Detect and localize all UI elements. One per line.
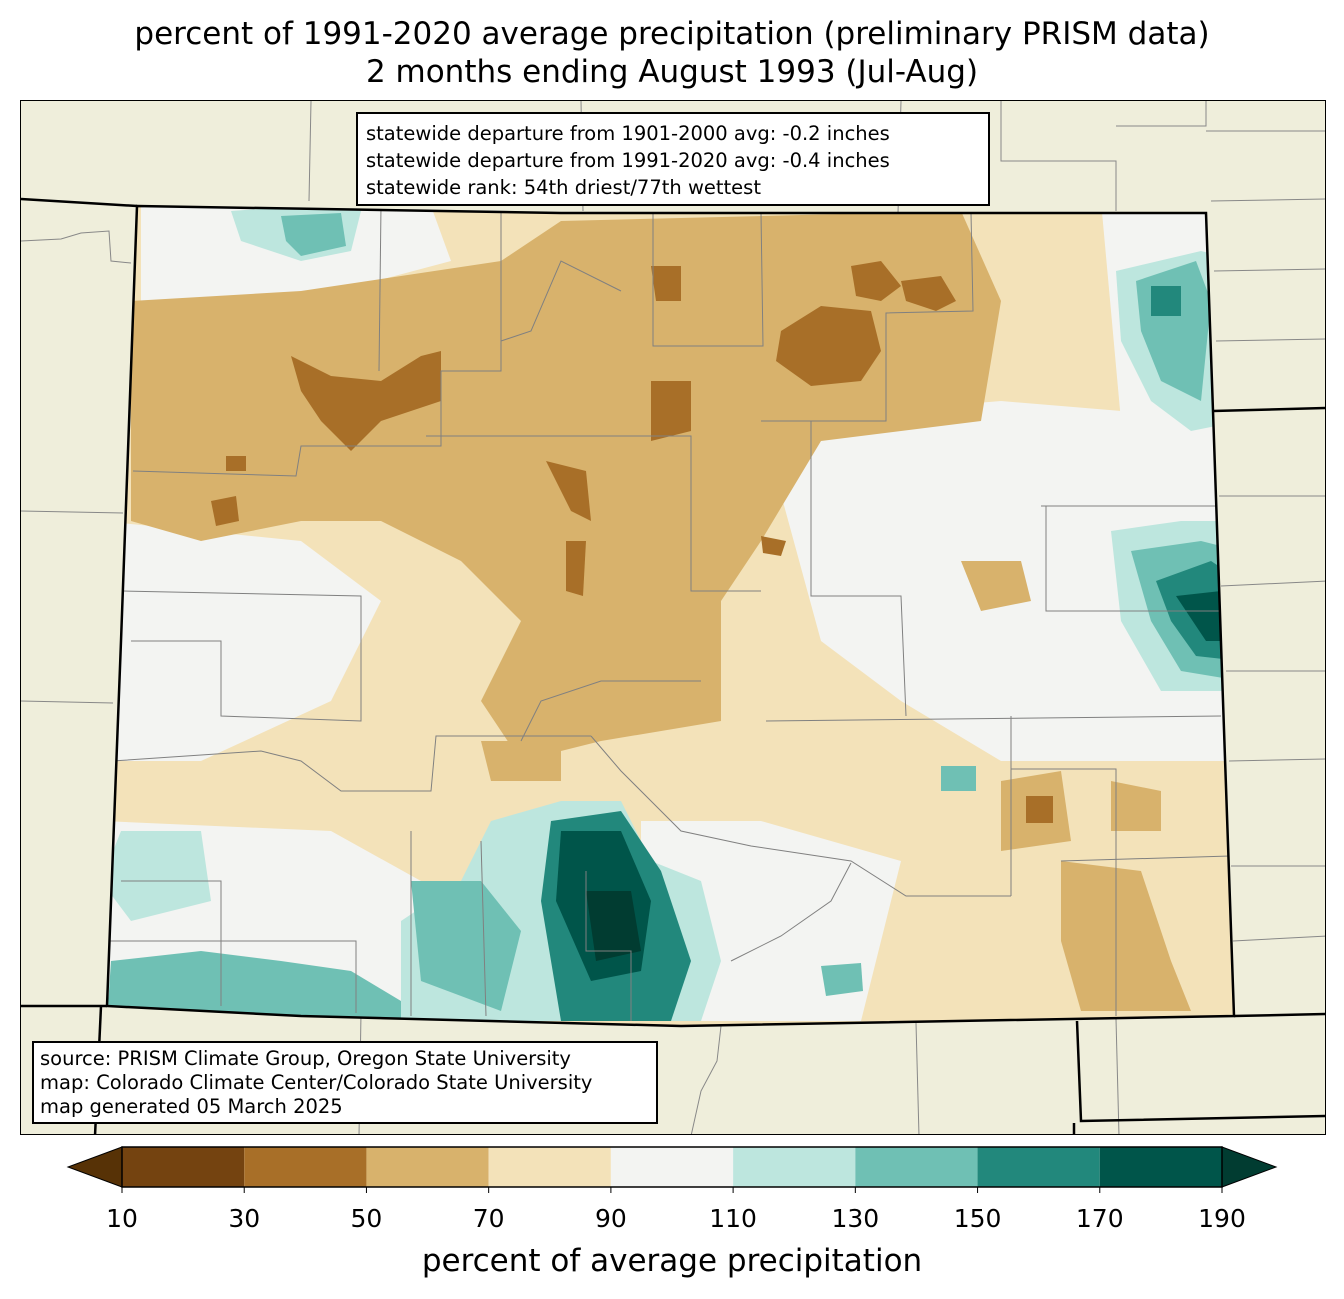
stat-departure-1901-2000: statewide departure from 1901-2000 avg: … — [366, 122, 890, 145]
stat-departure-1991-2020: statewide departure from 1991-2020 avg: … — [366, 149, 890, 172]
source-credit-box: source: PRISM Climate Group, Oregon Stat… — [32, 1041, 658, 1124]
neighbor-state-lines — [21, 101, 1325, 1134]
statewide-stats-box: statewide departure from 1901-2000 avg: … — [356, 112, 990, 206]
colorbar-bin-170-190 — [1099, 1147, 1222, 1187]
colorbar-under-arrow — [66, 1146, 123, 1188]
colorbar-tick-label: 110 — [709, 1204, 757, 1233]
colorbar-bin-50-70 — [366, 1147, 489, 1187]
colorbar-tick-label: 50 — [350, 1204, 383, 1233]
generated-date-line: map generated 05 March 2025 — [40, 1095, 343, 1118]
map-title-line1: percent of 1991-2020 average precipitati… — [134, 16, 1210, 52]
colorbar-bin-110-130 — [733, 1147, 856, 1187]
colorbar-tick-label: 10 — [106, 1204, 138, 1233]
colorbar-tick-label: 190 — [1198, 1204, 1246, 1233]
colorbar-frame — [121, 1146, 1223, 1188]
colorbar — [66, 1146, 1278, 1193]
very-dry-core — [291, 351, 441, 451]
colorbar-tick-label: 70 — [472, 1204, 505, 1233]
colorbar-over-arrow — [1221, 1146, 1278, 1188]
precipitation-map — [21, 101, 1325, 1134]
colorbar-bin-150-170 — [977, 1147, 1100, 1187]
map-panel — [20, 100, 1326, 1135]
colorbar-bin-90-110 — [610, 1147, 734, 1187]
map-title-line2: 2 months ending August 1993 (Jul-Aug) — [365, 54, 979, 90]
colorbar-tick-label: 170 — [1075, 1204, 1124, 1233]
stat-rank: statewide rank: 54th driest/77th wettest — [366, 176, 761, 199]
colorbar-tick-label: 150 — [953, 1204, 1002, 1233]
county-lines — [109, 206, 1232, 1021]
colorbar-bin-30-50 — [244, 1147, 367, 1187]
colorado-precip-field — [107, 206, 1234, 1026]
map-credit-line: map: Colorado Climate Center/Colorado St… — [40, 1071, 593, 1094]
colorbar-tick-label: 30 — [228, 1204, 261, 1233]
colorbar-label: percent of average precipitation — [421, 1243, 923, 1279]
colorbar-bin-10-30 — [122, 1147, 245, 1187]
state-boundaries — [21, 197, 1325, 1134]
colorbar-bin-130-150 — [855, 1147, 978, 1187]
source-line: source: PRISM Climate Group, Oregon Stat… — [40, 1047, 571, 1070]
colorbar-tick-label: 90 — [594, 1204, 627, 1233]
colorbar-bin-70-90 — [488, 1147, 611, 1187]
colorbar-tick-label: 130 — [831, 1204, 880, 1233]
